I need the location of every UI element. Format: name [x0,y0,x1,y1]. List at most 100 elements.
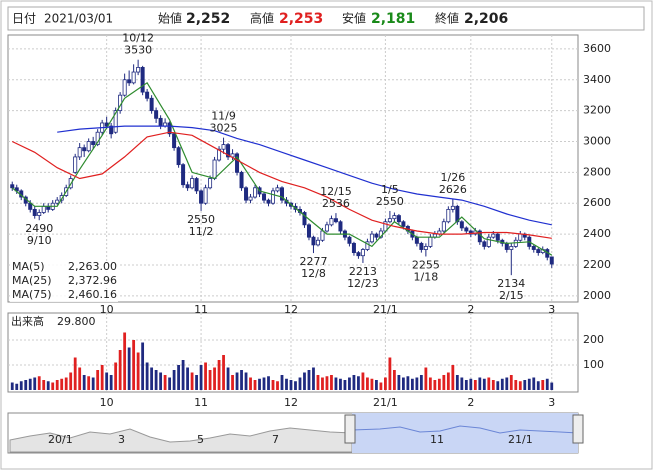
volume-bar [177,365,180,390]
volume-bar [136,352,140,390]
navigator-handle-right[interactable] [572,414,584,444]
volume-bar [366,377,369,390]
candle-body [464,227,469,232]
candle-body [127,79,132,84]
candle-body [149,97,154,112]
candle-body [315,239,320,246]
volume-bar [357,376,360,390]
volume-bar [150,367,154,390]
volume-bar [235,372,239,390]
volume-bar [330,375,333,390]
volume-bar [298,377,302,390]
annotation-date: 1/26 [440,171,465,184]
annotation-date: 11/9 [211,110,236,123]
volume-bar [514,380,518,390]
volume-bar [433,380,437,390]
volume-bar [222,355,225,390]
x-tick-label: 2 [467,303,474,316]
volume-bar [518,381,522,390]
legend-bg [10,261,118,274]
volume-bar [244,372,248,390]
volume-bar [46,381,50,390]
navigator-selection[interactable] [352,413,578,453]
candle-body [279,187,284,201]
volume-bar [82,375,86,390]
volume-bar [285,378,288,390]
candle-body [154,110,159,119]
volume-bar [267,376,270,390]
volume-bar [312,367,315,390]
candle-body [428,236,433,247]
volume-last: 29.800 [57,315,96,328]
annotation-date: 12/15 [320,185,352,198]
candle-body [91,141,96,145]
candle-body [235,153,240,173]
volume-bar [37,376,41,390]
volume-bar [217,360,221,390]
volume-bar [262,377,266,390]
candle-body [468,230,473,235]
candle-body [253,187,258,198]
ma-line [11,81,553,256]
volume-bar [392,370,396,390]
navigator-label: 11 [430,433,444,446]
volume-bar [410,378,414,390]
volume-bar [73,357,77,390]
volume-bar [145,362,149,390]
candle-body [145,91,150,99]
candle-body [504,242,509,250]
close-label: 終値 [435,11,459,26]
volume-bar [482,378,486,390]
volume-bar [370,378,374,390]
volume-bar [190,372,194,390]
annotation-date: 1/18 [414,270,439,283]
annotation-value: 2490 [25,222,53,235]
navigator: 20/1 3 5 7 11 21/1 [7,412,584,454]
x-tick-label: 12 [284,303,298,316]
volume-bar [541,380,545,390]
annotation-value: 3530 [124,44,152,57]
annotation-value: 2213 [349,265,377,278]
annotation-date: 10/12 [122,32,154,45]
volume-bar [401,377,405,390]
volume-bar [303,372,306,390]
candle-body [136,67,141,73]
annotation-date: 11/2 [189,225,214,238]
candle-body [113,110,118,133]
volume-bar [375,380,378,390]
annotation-date: 1/5 [381,183,399,196]
candle-body [167,122,172,135]
navigator-label: 5 [197,433,204,446]
legend-value: 2,372.96 [68,274,117,287]
y-tick-label: 2000 [583,289,611,302]
volume-bar [24,380,28,390]
volume-bar [141,342,145,390]
candle-body [459,221,464,229]
candle-body [482,241,487,247]
legend-value: 2,460.16 [68,288,117,301]
volume-bar [69,372,73,390]
candle-body [486,236,491,247]
annotation-value: 2536 [322,197,350,210]
candle-body [360,249,365,257]
navigator-label: 3 [118,433,125,446]
candle-body [131,71,136,84]
y-tick-label: 3600 [583,42,611,55]
navigator-handle-left[interactable] [344,414,356,444]
volume-bar [352,375,356,390]
volume-bar [100,365,104,390]
volume-bar [532,377,536,390]
candle-body [176,147,181,166]
volume-tick-label: 100 [583,358,604,371]
candle-body [271,190,276,204]
volume-bar [168,377,172,390]
volume-bar [195,375,198,390]
candle-body [73,156,78,173]
candle-body [181,164,186,186]
candle-body [199,190,204,204]
x-tick-label: 10 [100,396,114,409]
volume-bar [240,370,243,390]
volume-bar [451,365,455,390]
volume-bar [460,377,464,390]
annotation-value: 2626 [439,183,467,196]
